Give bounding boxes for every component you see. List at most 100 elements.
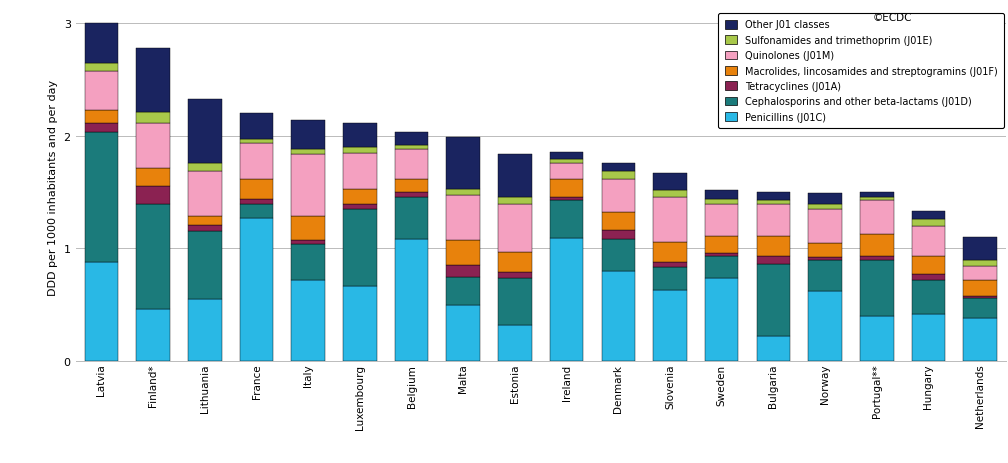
Bar [808, 210, 842, 243]
Bar [447, 138, 480, 189]
Bar [602, 179, 635, 213]
Bar [240, 219, 273, 361]
Bar [291, 121, 325, 150]
Bar [395, 179, 428, 193]
Bar [343, 148, 377, 153]
Bar [85, 263, 118, 361]
Bar [85, 71, 118, 111]
Bar [653, 263, 686, 268]
Bar [757, 205, 790, 237]
Bar [498, 278, 532, 325]
Bar [860, 234, 893, 257]
Bar [705, 253, 739, 257]
Bar [188, 100, 222, 163]
Bar [911, 226, 946, 257]
Bar [757, 200, 790, 205]
Bar [395, 133, 428, 145]
Bar [498, 205, 532, 252]
Bar [549, 152, 584, 160]
Bar [602, 213, 635, 231]
Legend: Other J01 classes, Sulfonamides and trimethoprim (J01E), Quinolones (J01M), Macr: Other J01 classes, Sulfonamides and trim… [719, 14, 1004, 129]
Bar [757, 237, 790, 257]
Bar [757, 193, 790, 200]
Bar [136, 49, 170, 113]
Bar [136, 309, 170, 361]
Y-axis label: DDD per 1000 inhabitants and per day: DDD per 1000 inhabitants and per day [48, 79, 58, 295]
Bar [860, 193, 893, 197]
Bar [602, 171, 635, 179]
Bar [964, 260, 997, 267]
Bar [343, 205, 377, 210]
Bar [395, 197, 428, 240]
Bar [188, 225, 222, 232]
Bar [911, 314, 946, 361]
Bar [964, 280, 997, 296]
Bar [808, 258, 842, 260]
Bar [291, 244, 325, 280]
Bar [653, 197, 686, 242]
Bar [188, 300, 222, 361]
Bar [757, 337, 790, 361]
Bar [395, 240, 428, 361]
Bar [860, 197, 893, 200]
Bar [757, 264, 790, 337]
Bar [705, 205, 739, 237]
Bar [85, 124, 118, 133]
Bar [85, 133, 118, 263]
Bar [240, 143, 273, 179]
Bar [188, 232, 222, 300]
Bar [291, 150, 325, 155]
Bar [808, 260, 842, 292]
Bar [136, 113, 170, 124]
Bar [291, 280, 325, 361]
Bar [549, 200, 584, 239]
Bar [136, 124, 170, 169]
Bar [136, 205, 170, 309]
Bar [240, 205, 273, 219]
Bar [860, 200, 893, 234]
Bar [240, 140, 273, 143]
Bar [602, 163, 635, 171]
Bar [808, 205, 842, 210]
Bar [911, 275, 946, 280]
Bar [602, 231, 635, 240]
Bar [964, 319, 997, 361]
Bar [602, 271, 635, 361]
Bar [136, 169, 170, 187]
Bar [85, 24, 118, 63]
Bar [964, 238, 997, 260]
Bar [291, 241, 325, 244]
Bar [343, 153, 377, 189]
Bar [240, 114, 273, 140]
Bar [395, 150, 428, 179]
Bar [447, 241, 480, 266]
Bar [653, 290, 686, 361]
Bar [188, 171, 222, 216]
Bar [860, 316, 893, 361]
Bar [808, 243, 842, 258]
Bar [705, 257, 739, 278]
Bar [343, 210, 377, 286]
Bar [911, 280, 946, 314]
Bar [860, 257, 893, 260]
Bar [602, 240, 635, 271]
Bar [705, 200, 739, 205]
Bar [911, 212, 946, 219]
Bar [808, 194, 842, 205]
Bar [498, 325, 532, 361]
Bar [964, 296, 997, 298]
Bar [395, 145, 428, 150]
Bar [240, 179, 273, 200]
Bar [85, 63, 118, 71]
Bar [136, 187, 170, 205]
Bar [498, 197, 532, 205]
Bar [395, 193, 428, 197]
Bar [911, 219, 946, 226]
Bar [860, 260, 893, 316]
Bar [549, 160, 584, 163]
Bar [291, 216, 325, 241]
Bar [757, 257, 790, 264]
Bar [447, 189, 480, 196]
Text: ©ECDC: ©ECDC [873, 13, 912, 23]
Bar [498, 272, 532, 278]
